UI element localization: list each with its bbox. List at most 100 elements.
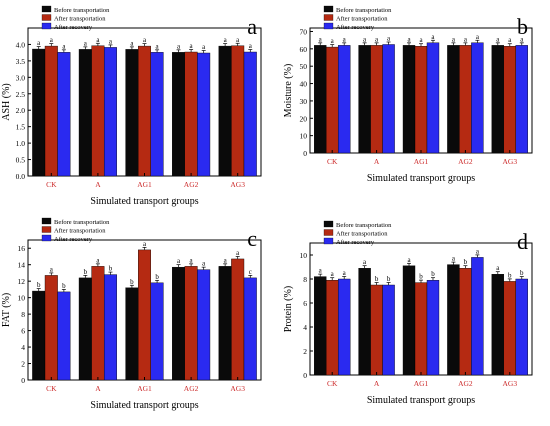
y-tick-label: 2	[21, 360, 25, 369]
bar	[414, 282, 428, 376]
y-tick-label: 0.5	[16, 156, 26, 165]
y-tick-label: 30	[300, 97, 308, 106]
significance-letter: a	[224, 256, 228, 264]
y-tick-label: 0.0	[16, 172, 26, 181]
significance-letter: a	[452, 35, 456, 43]
significance-letter: a	[177, 42, 181, 50]
legend-label: After recovery	[336, 24, 375, 31]
x-tick-label: AG1	[137, 180, 152, 189]
legend-swatch	[323, 14, 334, 21]
x-tick-label: A	[95, 384, 101, 393]
significance-letter: a	[177, 257, 181, 265]
y-tick-label: 1.0	[16, 139, 26, 148]
bar	[326, 46, 339, 154]
x-axis-title: Simulated transport groups	[90, 400, 198, 411]
x-axis-title: Simulated transport groups	[90, 196, 198, 207]
significance-letter: a	[109, 37, 113, 45]
significance-letter: b	[84, 268, 88, 276]
bar	[172, 52, 186, 177]
significance-letter: a	[202, 260, 206, 268]
legend-swatch	[41, 234, 52, 242]
significance-letter: a	[407, 256, 411, 264]
bar	[91, 266, 105, 381]
bar	[426, 42, 440, 154]
significance-letter: b	[464, 258, 468, 266]
legend-label: After recovery	[54, 24, 93, 31]
legend-swatch	[323, 5, 334, 13]
legend-label: After transportation	[336, 230, 388, 237]
bar	[426, 280, 440, 376]
legend-label: After transportation	[336, 15, 388, 22]
x-axis-title: Simulated transport groups	[367, 173, 475, 184]
y-tick-label: 12	[18, 277, 26, 286]
significance-letter: a	[331, 270, 335, 278]
y-tick-label: 3.5	[16, 57, 26, 66]
significance-letter: a	[387, 34, 391, 42]
significance-letter: b	[375, 275, 379, 283]
y-tick-label: 1.5	[16, 123, 26, 132]
legend-label: After transportation	[54, 15, 106, 22]
y-tick-label: 6	[303, 299, 307, 308]
bar	[447, 45, 460, 154]
significance-letter: b	[419, 273, 423, 281]
bar	[231, 258, 245, 381]
y-tick-label: 3.0	[16, 73, 26, 82]
legend-swatch	[323, 237, 334, 245]
legend-label: After recovery	[54, 236, 93, 243]
panel-letter: a	[247, 14, 257, 39]
legend-swatch	[41, 5, 52, 13]
bar	[197, 52, 211, 177]
significance-letter: a	[407, 35, 411, 43]
significance-letter: a	[202, 43, 206, 51]
y-tick-label: 50	[300, 62, 308, 71]
significance-letter: c	[249, 268, 252, 276]
bar	[172, 266, 186, 381]
bar	[184, 51, 198, 177]
x-tick-label: CK	[46, 384, 57, 393]
significance-letter: b	[520, 269, 524, 277]
significance-letter: a	[496, 35, 500, 43]
significance-letter: a	[37, 39, 41, 47]
bar	[370, 284, 383, 376]
bar	[78, 277, 92, 381]
x-tick-label: CK	[327, 379, 338, 388]
x-tick-label: A	[374, 379, 380, 388]
x-tick-label: AG2	[184, 384, 199, 393]
significance-letter: a	[96, 256, 100, 264]
bar	[503, 46, 516, 154]
bar	[125, 287, 139, 381]
bar	[314, 45, 327, 154]
bar	[471, 257, 484, 376]
significance-letter: b	[109, 265, 113, 273]
y-tick-label: 0	[303, 149, 307, 158]
x-tick-label: AG1	[414, 157, 429, 166]
significance-letter: b	[62, 282, 66, 290]
bar	[471, 42, 484, 154]
x-tick-label: CK	[46, 180, 57, 189]
significance-letter: a	[319, 35, 323, 43]
significance-letter: a	[419, 36, 423, 44]
x-tick-label: AG3	[230, 180, 245, 189]
x-tick-label: AG2	[184, 180, 199, 189]
significance-letter: a	[190, 42, 194, 50]
significance-letter: a	[343, 35, 347, 43]
y-tick-label: 8	[303, 275, 307, 284]
bar	[326, 280, 339, 376]
bar	[370, 45, 383, 154]
significance-letter: a	[190, 256, 194, 264]
y-tick-label: 2	[303, 347, 307, 356]
significance-letter: b	[431, 270, 435, 278]
bar	[57, 52, 71, 177]
significance-letter: b	[508, 271, 512, 279]
y-axis-title: Moisture (%)	[283, 64, 294, 118]
significance-letter: a	[375, 35, 379, 43]
legend-swatch	[41, 226, 52, 233]
significance-letter: b	[155, 273, 159, 281]
bar	[138, 45, 151, 177]
bar	[125, 49, 139, 177]
bar	[243, 51, 257, 177]
y-tick-label: 4.0	[16, 40, 26, 49]
legend-label: Before transportation	[54, 219, 110, 226]
